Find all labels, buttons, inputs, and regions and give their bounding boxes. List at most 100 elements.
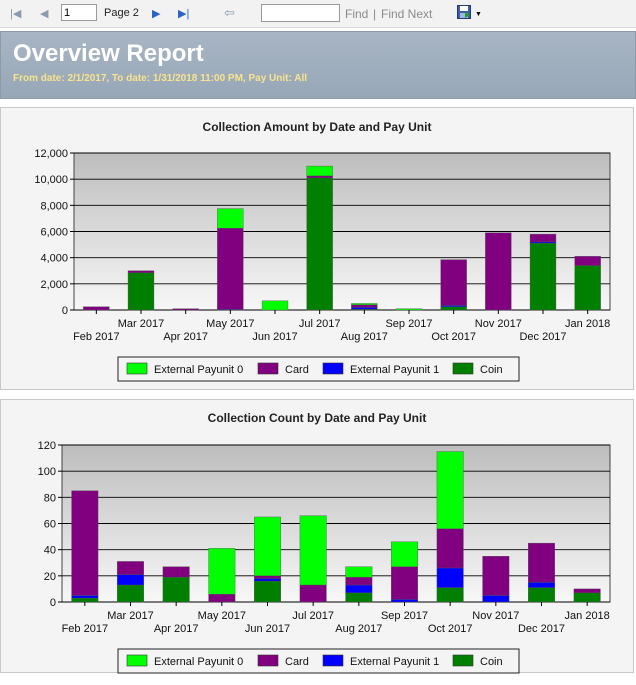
y-tick-label: 6,000 [40, 227, 68, 239]
bar-card-nov-2017 [485, 232, 512, 311]
bar-card-apr-2017 [172, 308, 199, 311]
find-text-input[interactable] [261, 4, 340, 22]
bar-card-oct-2017 [436, 528, 464, 569]
back-icon[interactable]: ⇦ [224, 5, 235, 20]
bar-card-mar-2017 [127, 270, 155, 273]
legend-swatch-external-payunit-0 [126, 654, 148, 667]
bar-external-payunit-1-feb-2017 [71, 595, 99, 599]
bar-external-payunit-0-may-2017 [208, 548, 236, 595]
bar-card-feb-2017 [83, 306, 110, 311]
bar-external-payunit-0-aug-2017 [345, 566, 373, 578]
bar-external-payunit-1-jun-2017 [254, 578, 281, 582]
legend-swatch-card [257, 362, 279, 375]
bar-external-payunit-0-sep-2017 [391, 541, 418, 567]
report-subtitle: From date: 2/1/2017, To date: 1/31/2018 … [13, 73, 308, 84]
bar-coin-oct-2017 [436, 587, 464, 603]
x-tick-label: Oct 2017 [431, 331, 476, 343]
y-tick-label: 40 [44, 545, 56, 557]
y-tick-label: 0 [62, 305, 68, 317]
x-tick-label: Oct 2017 [428, 623, 473, 635]
x-tick-label: May 2017 [206, 318, 254, 330]
x-tick-label: Aug 2017 [335, 623, 382, 635]
bar-card-oct-2017 [440, 259, 467, 306]
x-tick-label: Nov 2017 [472, 610, 519, 622]
bar-external-payunit-1-nov-2017 [482, 595, 510, 603]
legend-swatch-external-payunit-1 [322, 654, 344, 667]
last-page-icon[interactable]: ▶| [178, 8, 190, 20]
bar-card-dec-2017 [529, 233, 557, 243]
bar-card-sep-2017 [391, 566, 418, 600]
y-tick-label: 100 [38, 466, 56, 478]
x-tick-label: Jan 2018 [565, 318, 610, 330]
report-title: Overview Report [13, 40, 204, 67]
report-toolbar: |◀ ◀ Page 2 ▶ ▶| ⇦ Find | Find Next ▼ [0, 0, 636, 28]
previous-page-icon[interactable]: ◀ [40, 8, 49, 20]
legend-label-card: Card [285, 656, 309, 668]
y-tick-label: 0 [50, 597, 56, 609]
bar-coin-jan-2018 [574, 265, 601, 311]
y-tick-label: 80 [44, 492, 56, 504]
count-chart-panel: Collection Count by Date and Pay Unit 0 20… [0, 399, 634, 674]
find-separator: | [373, 7, 377, 21]
x-tick-label: Aug 2017 [341, 331, 388, 343]
x-tick-label: Apr 2017 [154, 623, 199, 635]
bar-card-may-2017 [217, 228, 244, 310]
bar-card-feb-2017 [71, 490, 99, 596]
bar-card-aug-2017 [351, 304, 378, 308]
x-tick-label: Apr 2017 [163, 331, 208, 343]
legend-swatch-external-payunit-1 [322, 362, 344, 375]
legend-label-external-payunit-0: External Payunit 0 [154, 364, 243, 376]
y-tick-label: 2,000 [40, 279, 68, 291]
bar-card-jun-2017 [254, 575, 281, 579]
legend-swatch-card [257, 654, 279, 667]
x-tick-label: Jun 2017 [245, 623, 290, 635]
bar-card-apr-2017 [162, 566, 190, 578]
y-tick-label: 4,000 [40, 253, 68, 265]
y-tick-label: 10,000 [34, 174, 68, 186]
x-tick-label: Dec 2017 [519, 331, 566, 343]
count-chart: Collection Count by Date and Pay Unit 0 20… [38, 411, 611, 674]
bar-external-payunit-0-jul-2017 [299, 515, 327, 586]
save-export-icon[interactable] [457, 5, 471, 19]
bar-coin-mar-2017 [117, 584, 144, 603]
bar-external-payunit-0-sep-2017 [395, 308, 423, 311]
legend-label-external-payunit-1: External Payunit 1 [350, 364, 439, 376]
legend-swatch-coin [452, 654, 474, 667]
dropdown-icon[interactable]: ▼ [475, 11, 482, 18]
y-tick-label: 8,000 [40, 200, 68, 212]
bar-coin-dec-2017 [528, 587, 555, 603]
bar-external-payunit-1-aug-2017 [345, 584, 373, 594]
x-tick-label: Jul 2017 [292, 610, 334, 622]
bar-coin-aug-2017 [345, 592, 373, 603]
x-tick-label: Mar 2017 [118, 318, 164, 330]
x-tick-label: Mar 2017 [107, 610, 153, 622]
x-tick-label: Sep 2017 [385, 318, 432, 330]
find-link[interactable]: Find [345, 7, 369, 21]
legend-label-card: Card [285, 364, 309, 376]
first-page-icon[interactable]: |◀ [10, 8, 22, 20]
x-tick-label: Feb 2017 [73, 331, 119, 343]
bar-external-payunit-1-mar-2017 [117, 574, 144, 586]
bar-card-dec-2017 [528, 542, 555, 583]
bar-external-payunit-1-oct-2017 [436, 567, 464, 588]
x-tick-label: Jun 2017 [252, 331, 297, 343]
bar-external-payunit-0-jul-2017 [306, 165, 333, 177]
bar-card-nov-2017 [482, 556, 510, 596]
bar-external-payunit-0-jun-2017 [261, 300, 289, 311]
chart-title: Collection Count by Date and Pay Unit [208, 411, 427, 425]
bar-external-payunit-0-aug-2017 [351, 303, 378, 305]
find-next-link[interactable]: Find Next [381, 7, 433, 21]
bar-card-mar-2017 [117, 561, 144, 575]
y-tick-label: 120 [38, 440, 56, 452]
legend-label-coin: Coin [480, 364, 503, 376]
bar-coin-jul-2017 [306, 177, 333, 311]
y-tick-label: 60 [44, 519, 56, 531]
next-page-icon[interactable]: ▶ [152, 8, 161, 20]
legend-swatch-external-payunit-0 [126, 362, 148, 375]
bar-card-aug-2017 [345, 576, 373, 586]
page-label: Page 2 [104, 7, 139, 19]
legend-label-external-payunit-0: External Payunit 0 [154, 656, 243, 668]
page-number-input[interactable] [61, 4, 97, 21]
legend-box [117, 356, 520, 382]
bar-external-payunit-1-dec-2017 [528, 582, 555, 588]
